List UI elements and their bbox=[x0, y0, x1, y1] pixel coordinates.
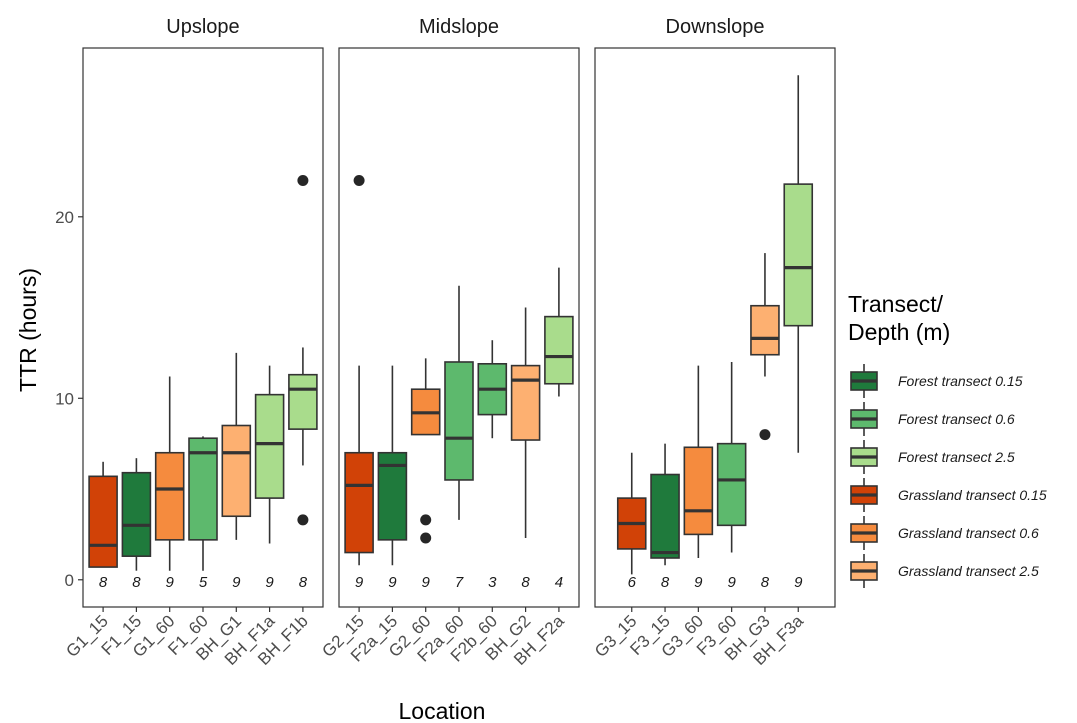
outlier-point bbox=[420, 514, 432, 526]
outlier-point bbox=[353, 174, 365, 186]
panel-midslope: Midslope9G2_159F2a_159G2_607F2a_603F2b_6… bbox=[318, 16, 580, 669]
box-bh-f3a: 9BH_F3a bbox=[750, 75, 814, 669]
legend-entry: Grassland transect 2.5 bbox=[850, 554, 1039, 588]
sample-size-label: 9 bbox=[265, 574, 274, 591]
box-body bbox=[344, 451, 374, 554]
panel-title: Midslope bbox=[419, 16, 499, 38]
box-body bbox=[254, 393, 285, 499]
sample-size-label: 6 bbox=[628, 574, 637, 591]
legend-label: Grassland transect 0.15 bbox=[898, 487, 1047, 503]
legend-entry: Forest transect 0.6 bbox=[850, 402, 1015, 436]
box-body bbox=[716, 442, 747, 527]
legend: Transect/Depth (m) Forest transect 0.15 Fo… bbox=[848, 291, 1047, 588]
y-tick-label: 0 bbox=[65, 571, 74, 590]
box-body bbox=[121, 471, 152, 557]
box-body bbox=[377, 451, 408, 541]
box-body bbox=[750, 304, 780, 356]
box-body bbox=[544, 315, 574, 385]
sample-size-label: 4 bbox=[555, 574, 563, 591]
panels: 01020Upslope8G1_158F1_159G1_605F1_609BH_… bbox=[55, 16, 836, 669]
sample-size-label: 8 bbox=[99, 574, 108, 591]
sample-size-label: 9 bbox=[727, 574, 736, 591]
box-body bbox=[510, 364, 541, 441]
y-axis-title: TTR (hours) bbox=[15, 268, 41, 392]
box-g2-15: 9G2_15 bbox=[318, 174, 374, 661]
sample-size-label: 8 bbox=[761, 574, 770, 591]
box-g1-15: 8G1_15 bbox=[62, 461, 118, 661]
box-bh-f2a: 4BH_F2a bbox=[510, 267, 574, 669]
box-body bbox=[288, 373, 318, 430]
sample-size-label: 8 bbox=[661, 574, 670, 591]
x-axis-title: Location bbox=[399, 698, 486, 723]
sample-size-label: 8 bbox=[521, 574, 530, 591]
box-bh-g2: 8BH_G2 bbox=[482, 307, 541, 664]
panel-frame bbox=[594, 47, 836, 608]
box-body bbox=[221, 424, 252, 518]
panel-downslope: Downslope6G3_158F3_159G3_609F3_608BH_G39… bbox=[591, 16, 836, 669]
sample-size-label: 9 bbox=[794, 574, 803, 591]
sample-size-label: 5 bbox=[199, 574, 208, 591]
outlier-point bbox=[420, 532, 432, 544]
legend-label: Forest transect 2.5 bbox=[898, 449, 1015, 465]
sample-size-label: 9 bbox=[422, 574, 431, 591]
legend-label: Forest transect 0.6 bbox=[898, 411, 1015, 427]
sample-size-label: 9 bbox=[355, 574, 364, 591]
legend-title: Transect/ bbox=[848, 291, 944, 317]
panel-title: Downslope bbox=[666, 16, 765, 38]
outlier-point bbox=[297, 514, 309, 526]
legend-label: Forest transect 0.15 bbox=[898, 373, 1023, 389]
panel-upslope: Upslope8G1_158F1_159G1_605F1_609BH_G19BH… bbox=[62, 16, 324, 669]
legend-entry: Grassland transect 0.6 bbox=[850, 516, 1039, 550]
box-body bbox=[188, 437, 218, 541]
sample-size-label: 9 bbox=[232, 574, 241, 591]
box-body bbox=[650, 473, 680, 559]
sample-size-label: 8 bbox=[132, 574, 141, 591]
box-body bbox=[783, 183, 814, 327]
box-g3-15: 6G3_15 bbox=[591, 452, 647, 661]
legend-entry: Forest transect 2.5 bbox=[850, 440, 1015, 474]
sample-size-label: 3 bbox=[488, 574, 497, 591]
legend-entry: Forest transect 0.15 bbox=[850, 364, 1023, 398]
box-body bbox=[683, 446, 714, 536]
sample-size-label: 9 bbox=[694, 574, 703, 591]
y-tick-label: 20 bbox=[55, 208, 74, 227]
legend-label: Grassland transect 0.6 bbox=[898, 525, 1039, 541]
panel-title: Upslope bbox=[166, 16, 239, 38]
sample-size-label: 8 bbox=[299, 574, 308, 591]
legend-entry: Grassland transect 0.15 bbox=[850, 478, 1047, 512]
y-tick-label: 10 bbox=[55, 389, 74, 408]
sample-size-label: 9 bbox=[166, 574, 175, 591]
legend-title: Depth (m) bbox=[848, 319, 950, 345]
box-body bbox=[88, 475, 118, 568]
sample-size-label: 9 bbox=[388, 574, 397, 591]
outlier-point bbox=[297, 174, 309, 186]
box-body bbox=[154, 451, 185, 541]
legend-label: Grassland transect 2.5 bbox=[898, 563, 1039, 579]
outlier-point bbox=[759, 429, 771, 441]
sample-size-label: 7 bbox=[455, 574, 464, 591]
box-body bbox=[444, 361, 474, 481]
